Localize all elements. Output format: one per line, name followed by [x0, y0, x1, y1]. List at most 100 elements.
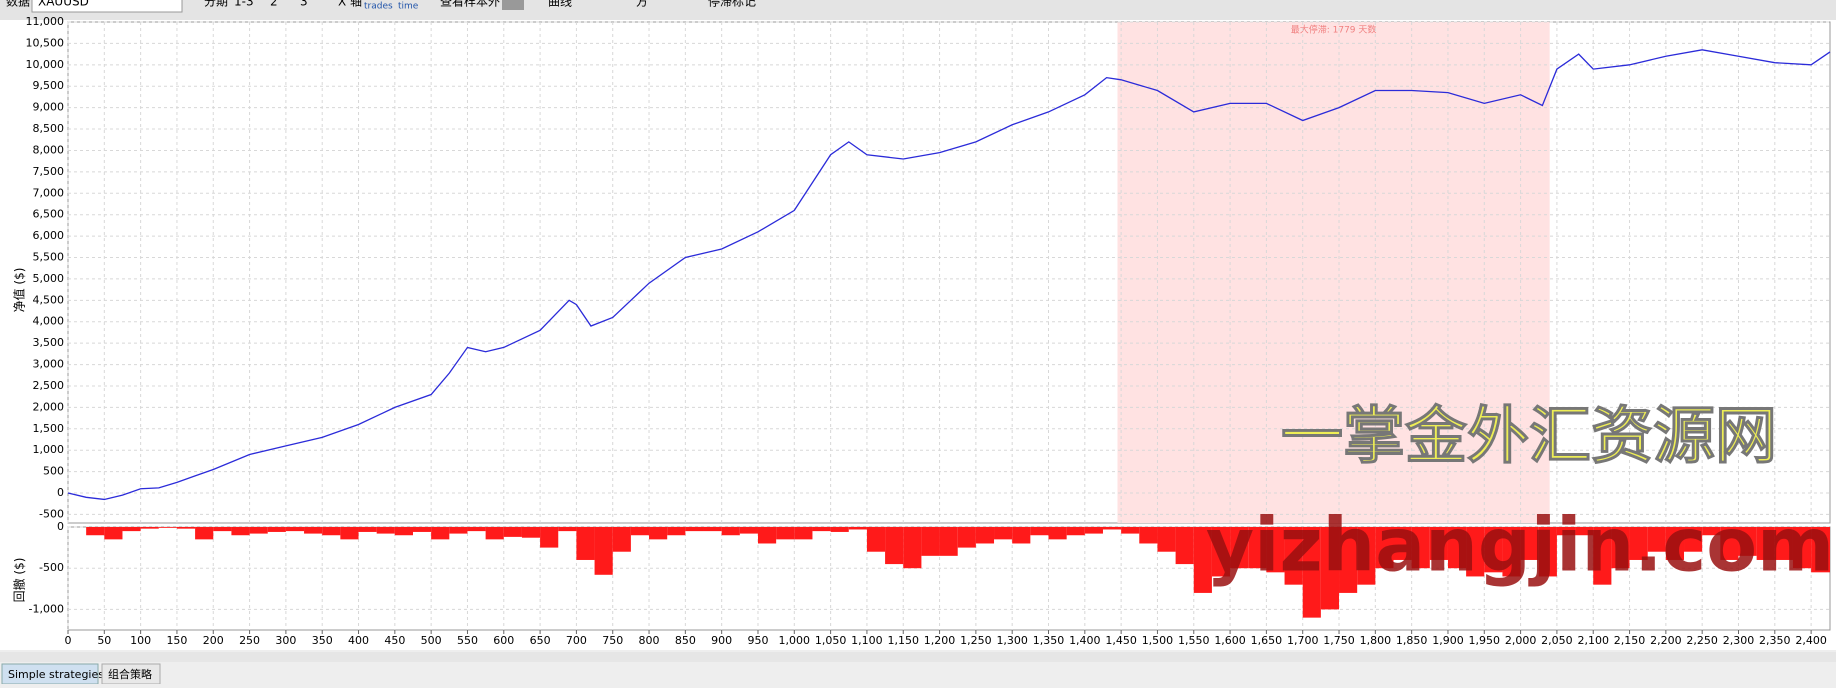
y-tick-label: -500: [39, 561, 64, 574]
x-tick-label: 600: [493, 634, 514, 647]
y-tick-label: 9,000: [33, 101, 65, 114]
drawdown-bar: [630, 527, 650, 536]
drawdown-bar: [1575, 527, 1594, 536]
drawdown-bar: [431, 527, 450, 540]
drawdown-bar: [485, 527, 504, 540]
period-option[interactable]: 1-3: [234, 0, 254, 9]
toggle-button[interactable]: [502, 0, 524, 10]
x-axis-option[interactable]: time: [398, 2, 419, 12]
x-tick-label: 1,600: [1214, 634, 1246, 647]
symbol-select[interactable]: [31, 0, 183, 13]
drawdown-bar: [739, 527, 758, 534]
x-tick-label: 550: [457, 634, 478, 647]
x-tick-label: 1,100: [851, 634, 883, 647]
drawdown-bar: [540, 527, 559, 548]
period-option[interactable]: 2: [270, 0, 278, 9]
drawdown-bar: [376, 527, 395, 534]
x-tick-label: 1,550: [1178, 634, 1210, 647]
drawdown-bar: [1702, 527, 1721, 536]
tab-label[interactable]: 组合策略: [108, 667, 152, 681]
drawdown-bar: [322, 527, 341, 536]
drawdown-bar: [1447, 527, 1467, 569]
x-tick-label: 2,200: [1650, 634, 1682, 647]
drawdown-bar: [285, 527, 305, 532]
y-tick-label: 10,500: [26, 36, 65, 49]
drawdown-bar: [1302, 527, 1321, 618]
toolbar-label[interactable]: 查看样本外: [440, 0, 500, 9]
drawdown-bar: [1230, 527, 1249, 569]
drawdown-bar: [1502, 527, 1521, 577]
x-tick-label: 900: [711, 634, 732, 647]
x-tick-label: 2,100: [1577, 634, 1609, 647]
x-tick-label: 1,850: [1396, 634, 1428, 647]
drawdown-bar: [721, 527, 740, 536]
x-axis-option[interactable]: trades: [364, 2, 393, 12]
drawdown-bar: [830, 527, 849, 532]
x-tick-label: 250: [239, 634, 260, 647]
drawdown-bar: [994, 527, 1013, 540]
period-option[interactable]: 3: [300, 0, 308, 9]
drawdown-bar: [939, 527, 958, 556]
y-tick-label: 3,000: [33, 358, 65, 371]
tab-label[interactable]: Simple strategies: [8, 668, 104, 681]
drawdown-bar: [1792, 527, 1812, 569]
x-tick-label: 1,800: [1360, 634, 1392, 647]
drawdown-bar: [1248, 527, 1267, 569]
drawdown-bar: [1357, 527, 1376, 585]
drawdown-bar: [249, 527, 268, 534]
y-tick-label: -500: [39, 507, 64, 520]
x-tick-label: 2,150: [1614, 634, 1646, 647]
x-tick-label: 850: [675, 634, 696, 647]
y-tick-label: 3,500: [33, 336, 65, 349]
drawdown-bar: [467, 527, 486, 532]
x-tick-label: 450: [384, 634, 405, 647]
drawdown-bar: [1393, 527, 1412, 560]
drawdown-bar: [1066, 527, 1085, 536]
x-tick-label: 950: [747, 634, 768, 647]
drawdown-bar: [1647, 527, 1666, 552]
x-tick-label: 1,500: [1142, 634, 1174, 647]
splitter[interactable]: [0, 652, 1836, 662]
drawdown-bar: [1429, 527, 1448, 560]
drawdown-bar: [104, 527, 123, 540]
drawdown-bar: [86, 527, 105, 536]
x-tick-label: 1,300: [996, 634, 1028, 647]
drawdown-bar: [340, 527, 359, 540]
x-tick-label: 0: [65, 634, 72, 647]
drawdown-bar: [1139, 527, 1158, 544]
drawdown-bar: [195, 527, 214, 540]
x-tick-label: 700: [566, 634, 587, 647]
drawdown-bar: [231, 527, 250, 536]
drawdown-bar: [1121, 527, 1140, 534]
y-tick-label: 9,500: [33, 79, 65, 92]
symbol[interactable]: XAUUSD: [38, 0, 89, 9]
drawdown-bar: [612, 527, 631, 552]
toolbar: [0, 0, 1836, 20]
y-tick-label: 5,500: [33, 251, 65, 264]
drawdown-bar: [794, 527, 813, 540]
x-tick-label: 300: [275, 634, 296, 647]
x-tick-label: 1,750: [1323, 634, 1355, 647]
drawdown-bar: [1030, 527, 1049, 536]
toolbar-label: 分期: [204, 0, 228, 9]
y-tick-label: 1,000: [33, 443, 65, 456]
drawdown-bar: [267, 527, 286, 532]
y-tick-label: 8,500: [33, 122, 65, 135]
drawdown-bar: [667, 527, 686, 536]
drawdown-bar: [1593, 527, 1612, 585]
x-tick-label: 2,300: [1723, 634, 1755, 647]
y-tick-label: 0: [57, 520, 64, 533]
y-tick-label: 6,000: [33, 229, 65, 242]
drawdown-bar: [1157, 527, 1176, 552]
x-tick-label: 1,950: [1469, 634, 1501, 647]
stagnation-label: 最大停滞: 1779 天数: [1291, 24, 1377, 36]
drawdown-bar: [412, 527, 432, 532]
y-tick-label: 8,000: [33, 143, 65, 156]
drawdown-bar: [1175, 527, 1194, 565]
drawdown-bar: [1466, 527, 1485, 577]
x-tick-label: 1,900: [1432, 634, 1464, 647]
drawdown-bar: [1738, 527, 1757, 556]
x-tick-label: 500: [421, 634, 442, 647]
